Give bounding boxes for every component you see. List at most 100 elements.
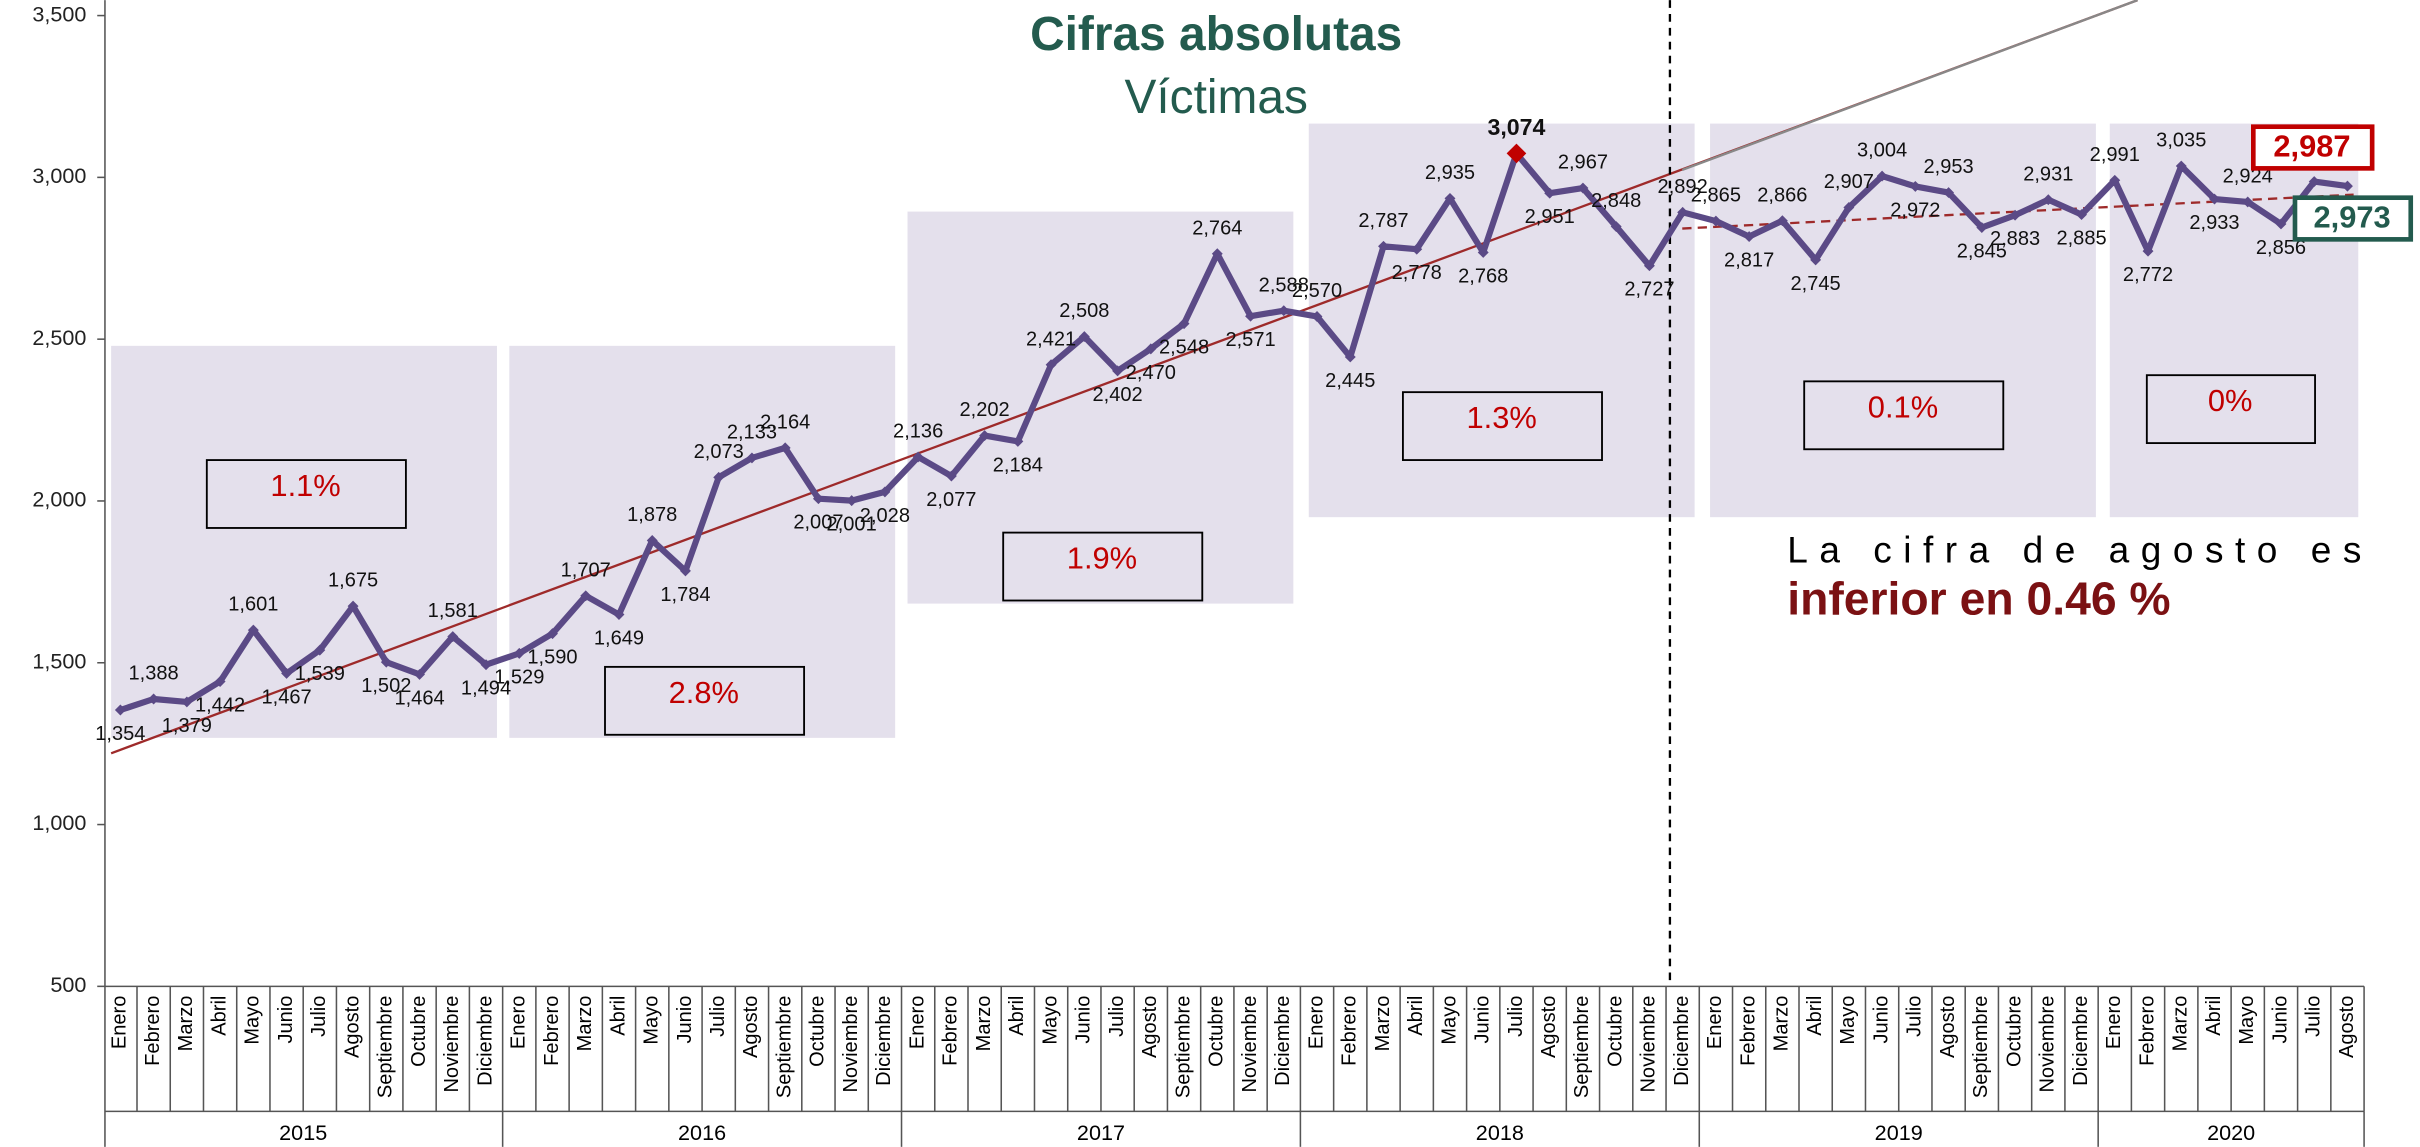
data-label: 2,007 bbox=[793, 512, 843, 534]
data-label: 2,588 bbox=[1259, 274, 1309, 296]
x-tick-label: Noviembre bbox=[2037, 996, 2059, 1093]
x-tick-label: Mayo bbox=[641, 996, 663, 1045]
year-label: 2019 bbox=[1875, 1120, 1923, 1145]
period-label: 0% bbox=[2208, 383, 2253, 418]
data-point bbox=[281, 667, 293, 679]
callout-box bbox=[2292, 195, 2414, 242]
data-point bbox=[148, 693, 160, 705]
data-label: 2,421 bbox=[1026, 328, 1076, 350]
chart-subtitle: Víctimas bbox=[1124, 71, 1307, 124]
x-tick-label: Febrero bbox=[541, 996, 563, 1066]
period-box bbox=[2145, 374, 2316, 445]
data-label: 2,987 bbox=[2273, 128, 2350, 163]
data-label: 1,464 bbox=[394, 687, 444, 709]
data-point bbox=[1245, 310, 1256, 322]
data-label: 3,004 bbox=[1857, 140, 1907, 162]
period-shade bbox=[1308, 123, 1695, 518]
data-point bbox=[1411, 243, 1423, 255]
x-tick-label: Mayo bbox=[2236, 996, 2258, 1045]
data-label: 2,745 bbox=[1791, 273, 1841, 295]
data-label: 2,768 bbox=[1458, 265, 1508, 287]
x-tick-label: Octubre bbox=[1206, 996, 1228, 1067]
x-tick-label: Mayo bbox=[242, 996, 264, 1045]
data-point bbox=[247, 624, 259, 636]
data-label: 2,164 bbox=[760, 411, 810, 433]
period-box bbox=[1803, 380, 2005, 451]
x-tick-label: Enero bbox=[2103, 996, 2125, 1049]
x-tick-label: Noviembre bbox=[840, 996, 862, 1093]
y-tick-label: 2,000 bbox=[32, 487, 86, 512]
x-tick-label: Febrero bbox=[2136, 996, 2158, 1066]
x-tick-label: Diciembre bbox=[1671, 996, 1693, 1086]
period-shade bbox=[509, 345, 896, 738]
data-point bbox=[1843, 202, 1855, 213]
data-label: 2,892 bbox=[1658, 176, 1708, 198]
year-label: 2015 bbox=[279, 1120, 327, 1145]
data-label: 1,494 bbox=[461, 678, 511, 700]
data-label: 2,571 bbox=[1225, 329, 1275, 351]
data-label: 1,878 bbox=[627, 504, 677, 526]
x-tick-label: Marzo bbox=[574, 996, 596, 1052]
data-label: 2,845 bbox=[1957, 241, 2007, 263]
period-box bbox=[205, 459, 407, 529]
chart-title: Cifras absolutas bbox=[1030, 8, 1402, 61]
data-point bbox=[1211, 248, 1223, 260]
data-label: 2,883 bbox=[1990, 228, 2040, 250]
x-tick-label: Diciembre bbox=[2070, 996, 2092, 1086]
y-tick-label: 1,500 bbox=[32, 648, 86, 673]
x-tick-label: Febrero bbox=[940, 996, 962, 1066]
data-point bbox=[414, 668, 425, 680]
data-label: 1,590 bbox=[527, 647, 577, 669]
data-label: 2,772 bbox=[2123, 264, 2173, 286]
x-tick-label: Abril bbox=[1804, 996, 1826, 1036]
period-label: 2.8% bbox=[669, 675, 739, 710]
data-label: 1,649 bbox=[594, 628, 644, 650]
data-label: 1,467 bbox=[261, 686, 311, 708]
data-label: 1,675 bbox=[328, 570, 378, 592]
data-label: 2,402 bbox=[1092, 384, 1142, 406]
x-tick-label: Julio bbox=[2303, 996, 2325, 1037]
data-point bbox=[613, 609, 625, 620]
data-point bbox=[447, 631, 459, 643]
x-tick-label: Septiembre bbox=[773, 996, 795, 1099]
data-label: 1,539 bbox=[295, 663, 345, 685]
x-tick-label: Agosto bbox=[1139, 996, 1161, 1058]
x-tick-label: Octubre bbox=[2003, 996, 2025, 1067]
x-tick-label: Junio bbox=[2269, 996, 2291, 1044]
data-label: 2,972 bbox=[1890, 199, 1940, 221]
data-label: 2,931 bbox=[2023, 163, 2073, 185]
year-label: 2016 bbox=[678, 1120, 726, 1145]
x-tick-label: Mayo bbox=[1039, 996, 1061, 1045]
period-box bbox=[604, 665, 806, 736]
annotation: La cifra de agosto es bbox=[1787, 528, 2361, 570]
data-label: 2,973 bbox=[2313, 199, 2390, 234]
data-point bbox=[879, 486, 891, 498]
data-label: 1,379 bbox=[162, 715, 212, 737]
data-point bbox=[1577, 182, 1589, 194]
x-tick-label: Junio bbox=[1472, 996, 1494, 1044]
data-label: 2,470 bbox=[1126, 362, 1176, 384]
data-point bbox=[1610, 221, 1622, 233]
y-tick-label: 3,000 bbox=[32, 163, 86, 188]
x-tick-label: Septiembre bbox=[1571, 996, 1593, 1099]
y-tick-label: 3,500 bbox=[32, 1, 86, 26]
x-tick-label: Febrero bbox=[1339, 996, 1361, 1066]
data-point bbox=[1444, 192, 1456, 204]
x-tick-label: Agosto bbox=[2336, 996, 2358, 1058]
x-tick-label: Enero bbox=[1305, 996, 1327, 1050]
x-tick-label: Abril bbox=[1405, 996, 1427, 1036]
x-tick-label: Septiembre bbox=[1970, 996, 1992, 1099]
data-label: 1,581 bbox=[428, 600, 478, 622]
x-tick-label: Marzo bbox=[973, 996, 995, 1052]
data-label: 2,184 bbox=[993, 454, 1043, 476]
data-label: 2,028 bbox=[860, 505, 910, 527]
x-tick-label: Abril bbox=[208, 996, 230, 1036]
x-tick-label: Febrero bbox=[1737, 996, 1759, 1066]
data-label: 2,991 bbox=[2090, 144, 2140, 166]
x-tick-label: Junio bbox=[674, 996, 696, 1044]
x-tick-label: Octubre bbox=[1604, 996, 1626, 1067]
x-tick-label: Noviembre bbox=[1638, 996, 1660, 1093]
data-point bbox=[846, 495, 858, 507]
period-label: 0.1% bbox=[1868, 389, 1938, 424]
